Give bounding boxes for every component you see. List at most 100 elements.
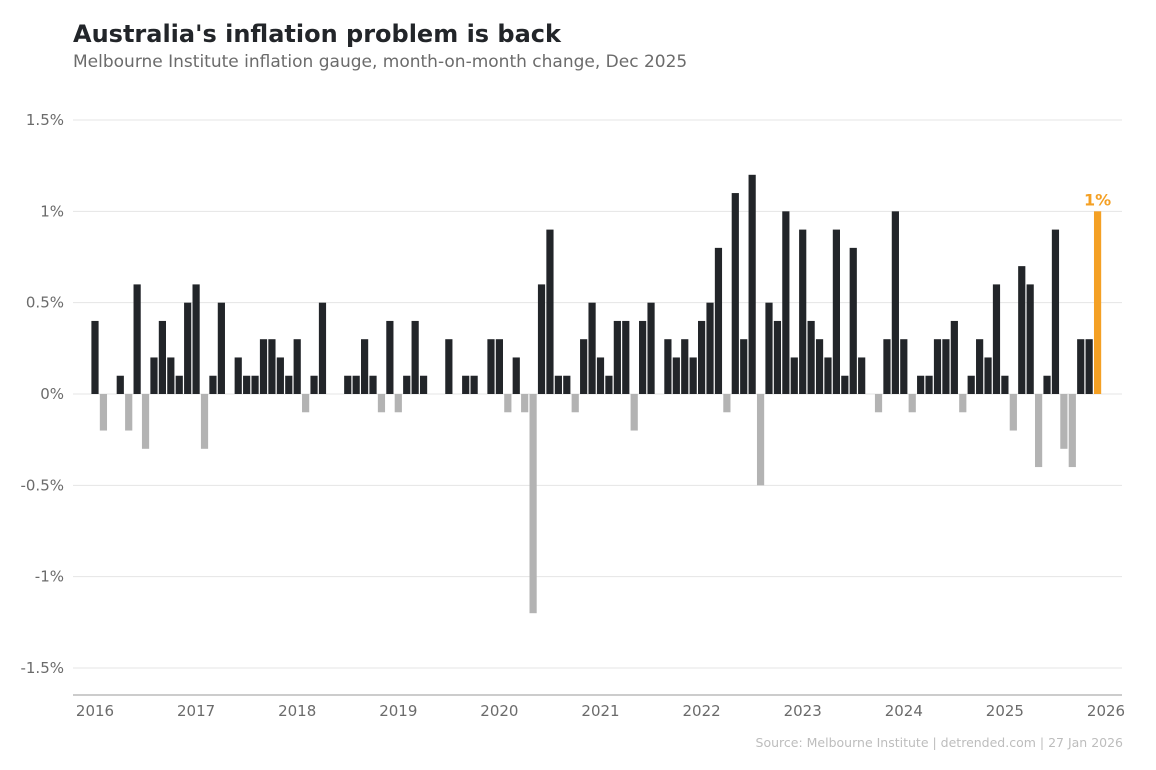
y-tick-label: 1% xyxy=(40,202,64,220)
bar xyxy=(984,357,992,394)
bar xyxy=(184,302,192,394)
bar xyxy=(394,394,402,413)
bar xyxy=(495,339,503,394)
bar xyxy=(529,394,537,614)
bar xyxy=(647,302,655,394)
y-tick-label: 1.5% xyxy=(26,111,64,129)
bar xyxy=(925,375,933,394)
bar xyxy=(504,394,512,413)
bar xyxy=(563,375,571,394)
bar xyxy=(175,375,183,394)
bar xyxy=(900,339,908,394)
bar xyxy=(731,193,739,394)
bar xyxy=(386,320,394,394)
bar xyxy=(91,320,99,394)
bar xyxy=(630,394,638,431)
bar xyxy=(908,394,916,413)
bar xyxy=(698,320,706,394)
bar xyxy=(706,302,714,394)
source-note: Source: Melbourne Institute | detrended.… xyxy=(755,735,1123,750)
bar xyxy=(445,339,453,394)
bar xyxy=(714,247,723,394)
bar xyxy=(992,284,1001,394)
x-tick-label: 2018 xyxy=(278,702,316,720)
bar xyxy=(377,394,386,413)
bar xyxy=(588,302,596,394)
bar xyxy=(403,375,411,394)
bar xyxy=(302,394,310,413)
bar xyxy=(740,339,748,394)
bar xyxy=(200,394,209,449)
x-tick-label: 2022 xyxy=(683,702,721,720)
bar xyxy=(723,394,731,413)
x-tick-label: 2020 xyxy=(480,702,518,720)
bar xyxy=(167,357,175,394)
bar xyxy=(689,357,697,394)
bar xyxy=(1026,284,1034,394)
bar xyxy=(268,339,276,394)
bar xyxy=(815,339,824,394)
x-tick-label: 2023 xyxy=(784,702,822,720)
bar xyxy=(790,357,798,394)
bar xyxy=(596,357,605,394)
bar xyxy=(639,320,647,394)
chart-subtitle: Melbourne Institute inflation gauge, mon… xyxy=(73,52,688,72)
bar xyxy=(756,394,765,486)
bar xyxy=(546,229,554,394)
bar xyxy=(917,375,925,394)
bar xyxy=(765,302,773,394)
bar xyxy=(99,394,108,431)
bar xyxy=(1077,339,1085,394)
x-tick-label: 2019 xyxy=(379,702,417,720)
bar xyxy=(116,375,124,394)
bar xyxy=(1051,229,1060,394)
bar xyxy=(310,375,318,394)
bar xyxy=(571,394,579,413)
x-tick-label: 2025 xyxy=(986,702,1024,720)
bar xyxy=(521,394,529,413)
bar xyxy=(1060,394,1068,449)
bar xyxy=(243,375,251,394)
x-tick-label: 2016 xyxy=(76,702,114,720)
bar xyxy=(883,339,891,394)
bar xyxy=(352,375,360,394)
highlight-bar xyxy=(1093,211,1102,394)
bar xyxy=(967,375,975,394)
bar xyxy=(554,375,562,394)
bar xyxy=(858,357,866,394)
bar xyxy=(799,229,807,394)
bar xyxy=(1068,394,1076,468)
bar xyxy=(976,339,984,394)
bar xyxy=(133,284,141,394)
bar xyxy=(192,284,200,394)
bar xyxy=(622,320,630,394)
bar xyxy=(234,357,242,394)
x-tick-label: 2021 xyxy=(581,702,619,720)
bar xyxy=(681,339,689,394)
bar xyxy=(933,339,942,394)
bar xyxy=(748,174,756,394)
bar xyxy=(251,375,259,394)
y-tick-label: -0.5% xyxy=(20,476,64,494)
bar xyxy=(293,339,301,394)
bar xyxy=(470,375,478,394)
x-tick-label: 2017 xyxy=(177,702,215,720)
bar xyxy=(150,357,158,394)
bar xyxy=(462,375,470,394)
bar xyxy=(209,375,217,394)
bar xyxy=(580,339,588,394)
bar xyxy=(849,247,857,394)
bar xyxy=(369,375,377,394)
x-tick-label: 2024 xyxy=(885,702,923,720)
bar xyxy=(1018,266,1026,394)
bar xyxy=(419,375,428,394)
bar xyxy=(1009,394,1017,431)
chart-title: Australia's inflation problem is back xyxy=(73,20,561,48)
bar xyxy=(285,375,293,394)
bar xyxy=(959,394,967,413)
bar xyxy=(537,284,546,394)
bar xyxy=(832,229,840,394)
y-tick-label: 0% xyxy=(40,385,64,403)
bar xyxy=(841,375,849,394)
